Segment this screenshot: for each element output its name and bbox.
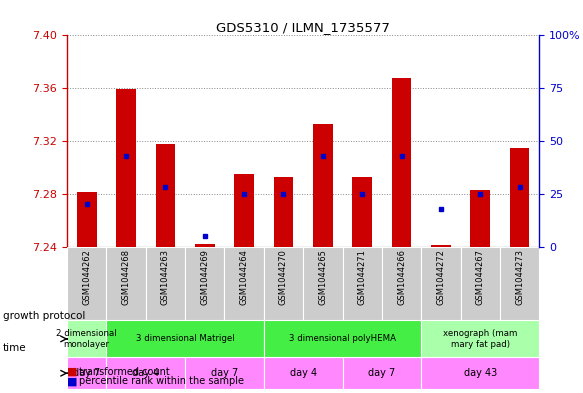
Text: GSM1044265: GSM1044265 — [318, 249, 327, 305]
Bar — [273, 176, 293, 246]
Bar — [67, 357, 106, 389]
Bar — [106, 357, 185, 389]
Bar — [224, 246, 264, 320]
Text: time: time — [3, 343, 27, 353]
Text: GSM1044266: GSM1044266 — [397, 249, 406, 305]
Bar — [303, 246, 342, 320]
Bar — [67, 246, 106, 320]
Text: GSM1044268: GSM1044268 — [122, 249, 131, 305]
Bar — [470, 190, 490, 246]
Bar — [146, 246, 185, 320]
Bar — [510, 147, 529, 246]
Bar — [461, 246, 500, 320]
Bar — [67, 320, 106, 357]
Text: 3 dimensional Matrigel: 3 dimensional Matrigel — [136, 334, 234, 343]
Text: 3 dimensional polyHEMA: 3 dimensional polyHEMA — [289, 334, 396, 343]
Bar — [264, 357, 342, 389]
Bar — [264, 246, 303, 320]
Bar — [106, 320, 264, 357]
Text: GSM1044262: GSM1044262 — [82, 249, 91, 305]
Bar — [264, 320, 421, 357]
Text: GSM1044270: GSM1044270 — [279, 249, 288, 305]
Bar — [156, 143, 175, 246]
Bar — [185, 357, 264, 389]
Text: day 4: day 4 — [290, 368, 317, 378]
Bar — [352, 176, 372, 246]
Text: GSM1044267: GSM1044267 — [476, 249, 484, 305]
Text: ■: ■ — [67, 367, 78, 377]
Text: GSM1044264: GSM1044264 — [240, 249, 248, 305]
Bar — [234, 174, 254, 246]
Bar — [392, 77, 412, 246]
Bar — [106, 246, 146, 320]
Bar — [313, 124, 333, 246]
Bar — [500, 246, 539, 320]
Text: GSM1044273: GSM1044273 — [515, 249, 524, 305]
Bar — [421, 320, 539, 357]
Text: day 7: day 7 — [368, 368, 395, 378]
Text: day 4: day 4 — [132, 368, 159, 378]
Bar — [342, 246, 382, 320]
Bar — [342, 357, 421, 389]
Text: GSM1044272: GSM1044272 — [437, 249, 445, 305]
Text: ■: ■ — [67, 376, 78, 386]
Bar — [195, 244, 215, 246]
Text: 2 dimensional
monolayer: 2 dimensional monolayer — [57, 329, 117, 349]
Bar — [116, 90, 136, 246]
Bar — [185, 246, 224, 320]
Text: percentile rank within the sample: percentile rank within the sample — [79, 376, 244, 386]
Text: transformed count: transformed count — [79, 367, 170, 377]
Text: GSM1044271: GSM1044271 — [358, 249, 367, 305]
Title: GDS5310 / ILMN_1735577: GDS5310 / ILMN_1735577 — [216, 21, 390, 34]
Text: xenograph (mam
mary fat pad): xenograph (mam mary fat pad) — [443, 329, 518, 349]
Bar — [421, 246, 461, 320]
Text: GSM1044269: GSM1044269 — [201, 249, 209, 305]
Text: day 7: day 7 — [211, 368, 238, 378]
Bar — [382, 246, 421, 320]
Text: day 7: day 7 — [73, 368, 100, 378]
Text: GSM1044263: GSM1044263 — [161, 249, 170, 305]
Bar — [431, 245, 451, 246]
Text: growth protocol: growth protocol — [3, 311, 85, 321]
Bar — [421, 357, 539, 389]
Text: day 43: day 43 — [463, 368, 497, 378]
Bar — [77, 193, 97, 246]
